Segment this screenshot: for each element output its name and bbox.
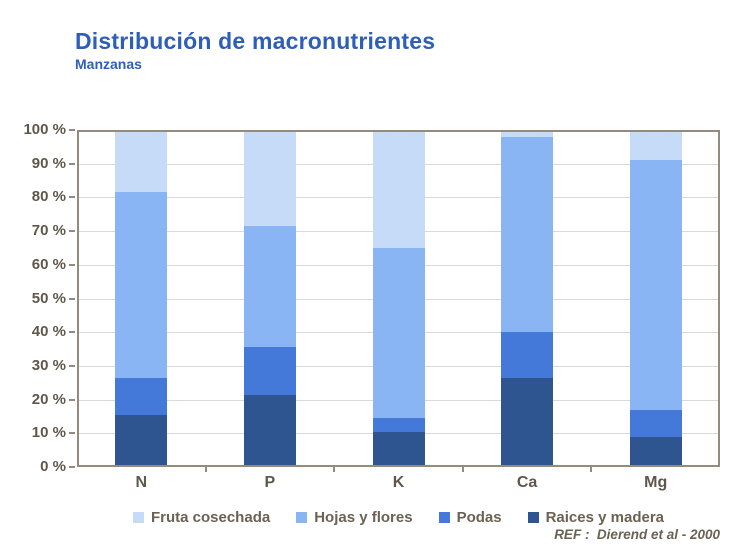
legend-item-fruta-cosechada: Fruta cosechada <box>132 509 271 526</box>
y-tick-90 <box>69 162 75 165</box>
y-tick-60 <box>69 263 75 266</box>
y-tick-0 <box>69 466 75 468</box>
stacked-bar-K <box>372 130 425 467</box>
bar-segment-Mg-podas <box>629 409 682 437</box>
bar-segment-K-fruta-cosechada <box>372 130 425 248</box>
chart-title: Distribución de macronutrientes <box>75 28 436 54</box>
bar-segment-Mg-raices-y-madera <box>629 436 682 467</box>
y-tick-label-30: 30 % <box>31 356 66 374</box>
legend-label: Fruta cosechada <box>150 509 271 526</box>
bar-segment-Ca-podas <box>501 332 554 378</box>
y-tick-label-90: 90 % <box>31 154 66 172</box>
stacked-bar-N <box>115 130 168 467</box>
legend-label: Hojas y flores <box>314 509 413 526</box>
y-tick-label-50: 50 % <box>31 289 66 307</box>
reference-text: REF : Dierend et al - 2000 <box>554 527 720 542</box>
bar-segment-N-hojas-y-flores <box>115 192 168 378</box>
bar-segment-Ca-raices-y-madera <box>501 377 554 467</box>
legend-swatch-icon <box>296 512 308 523</box>
y-tick-70 <box>69 230 75 233</box>
bar-segment-N-podas <box>115 377 168 415</box>
y-tick-label-60: 60 % <box>31 255 66 273</box>
y-tick-40 <box>69 331 75 334</box>
x-axis-label-N: N <box>135 474 148 491</box>
y-tick-label-100: 100 % <box>23 121 66 138</box>
legend-label: Raices y madera <box>545 509 665 526</box>
y-tick-20 <box>69 398 75 401</box>
legend: Fruta cosechada Hojas y flores Podas Raices… <box>77 509 720 526</box>
bar-segment-Mg-fruta-cosechada <box>629 130 682 161</box>
x-boundary-tick-3 <box>461 467 464 472</box>
y-tick-30 <box>69 364 75 367</box>
y-tick-100 <box>69 129 75 131</box>
stacked-bar-P <box>243 130 296 467</box>
legend-swatch-icon <box>132 512 144 523</box>
bar-segment-N-raices-y-madera <box>115 414 168 467</box>
y-tick-label-10: 10 % <box>31 424 66 442</box>
x-axis-label-P: P <box>264 474 276 491</box>
legend-swatch-icon <box>527 512 539 523</box>
y-tick-label-80: 80 % <box>31 188 66 206</box>
legend-swatch-icon <box>438 512 450 523</box>
x-boundary-tick-4 <box>590 467 593 472</box>
x-boundary-tick-2 <box>333 467 336 472</box>
stacked-bar-Mg <box>629 130 682 467</box>
x-axis-label-Ca: Ca <box>516 474 538 491</box>
x-boundary-tick-1 <box>204 467 207 472</box>
y-tick-label-20: 20 % <box>31 390 66 408</box>
bar-segment-K-raices-y-madera <box>372 431 425 467</box>
bar-segment-K-hojas-y-flores <box>372 247 425 419</box>
y-tick-80 <box>69 196 75 199</box>
y-tick-50 <box>69 297 75 300</box>
bar-segment-P-podas <box>243 347 296 395</box>
stacked-bar-Ca <box>501 131 554 467</box>
bar-segment-P-hojas-y-flores <box>243 226 296 348</box>
y-tick-label-70: 70 % <box>31 222 66 240</box>
legend-label: Podas <box>456 509 502 526</box>
bar-segment-Ca-fruta-cosechada <box>501 131 554 137</box>
x-axis-label-K: K <box>392 474 405 491</box>
bar-segment-Mg-hojas-y-flores <box>629 160 682 410</box>
y-tick-label-0: 0 % <box>40 458 66 475</box>
bar-segment-K-podas <box>372 418 425 432</box>
bar-segment-P-raices-y-madera <box>243 394 296 467</box>
y-tick-10 <box>69 432 75 435</box>
legend-item-raices-y-madera: Raices y madera <box>527 509 665 526</box>
y-tick-label-40: 40 % <box>31 323 66 341</box>
legend-item-podas: Podas <box>438 509 502 526</box>
bar-segment-P-fruta-cosechada <box>243 130 296 227</box>
bar-segment-Ca-hojas-y-flores <box>501 136 554 333</box>
chart-subtitle: Manzanas <box>75 56 142 72</box>
x-axis-label-Mg: Mg <box>644 474 668 491</box>
bar-segment-N-fruta-cosechada <box>115 130 168 193</box>
plot-area <box>69 129 720 472</box>
legend-item-hojas-y-flores: Hojas y flores <box>296 509 413 526</box>
